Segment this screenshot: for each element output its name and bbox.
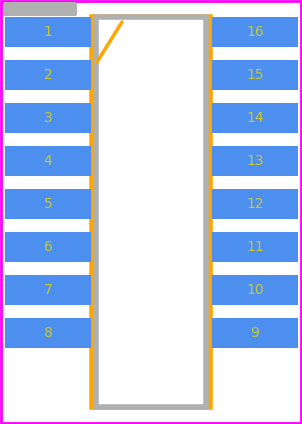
Text: 6: 6 [43,240,53,254]
Text: 8: 8 [43,326,53,340]
Text: 15: 15 [246,68,264,82]
Text: 10: 10 [246,283,264,297]
Text: 14: 14 [246,111,264,125]
Bar [212,103,298,133]
Text: 7: 7 [43,283,52,297]
Bar [5,232,91,262]
Text: 5: 5 [43,197,52,211]
Bar [5,189,91,219]
Bar [212,232,298,262]
Text: 13: 13 [246,154,264,168]
Text: 4: 4 [43,154,52,168]
Bar [212,189,298,219]
Text: 12: 12 [246,197,264,211]
Bar [5,318,91,348]
Bar [92,17,210,407]
Bar [212,275,298,305]
Bar [5,103,91,133]
Text: 2: 2 [43,68,52,82]
FancyBboxPatch shape [3,2,77,16]
Bar [5,275,91,305]
Text: 9: 9 [251,326,259,340]
Bar [212,146,298,176]
Text: 1: 1 [43,25,53,39]
Text: 16: 16 [246,25,264,39]
Bar [5,60,91,90]
Bar [5,17,91,47]
Bar [5,146,91,176]
Bar [212,60,298,90]
Bar [96,17,206,407]
Text: 11: 11 [246,240,264,254]
Text: 3: 3 [43,111,52,125]
Bar [212,318,298,348]
Bar [212,17,298,47]
